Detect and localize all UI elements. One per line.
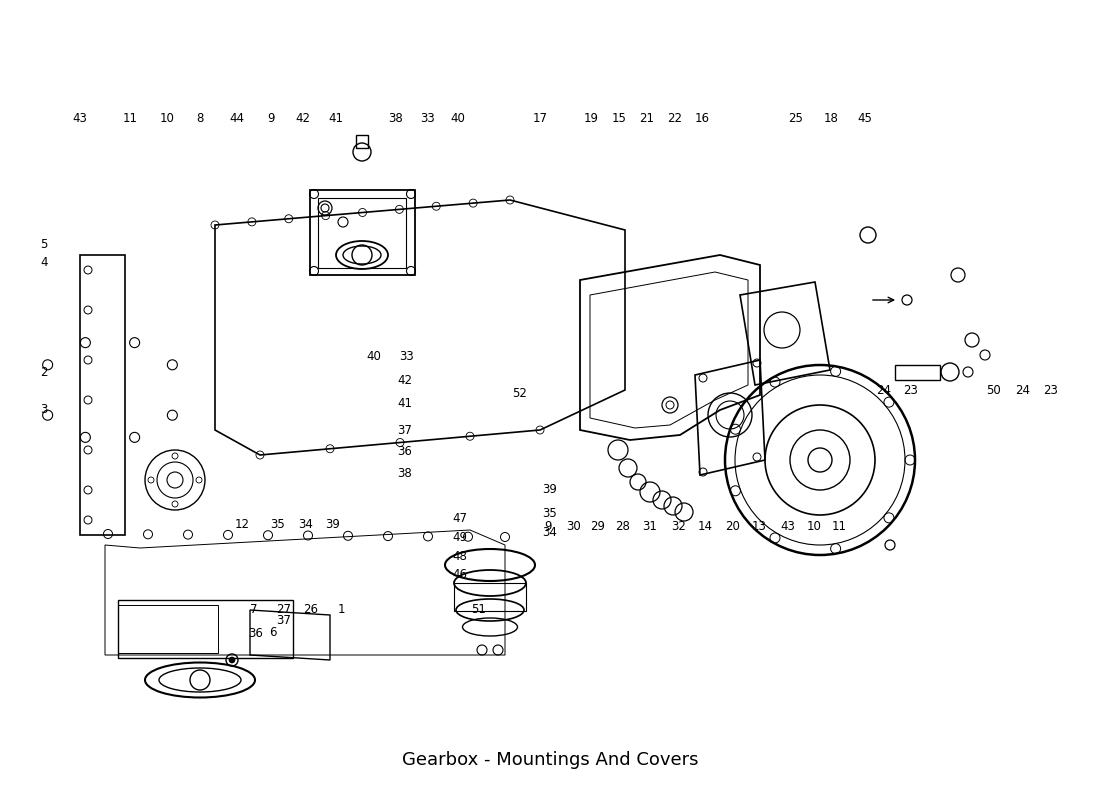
Text: 41: 41 xyxy=(328,112,343,125)
Text: 30: 30 xyxy=(565,520,581,533)
Text: 33: 33 xyxy=(399,350,415,362)
Bar xyxy=(118,600,293,658)
Text: 4: 4 xyxy=(41,256,47,269)
Bar xyxy=(895,365,940,380)
Text: 25: 25 xyxy=(788,112,803,125)
Bar xyxy=(356,135,369,148)
Text: 34: 34 xyxy=(542,526,558,538)
Text: 44: 44 xyxy=(229,112,244,125)
Text: 38: 38 xyxy=(397,467,412,480)
Text: 45: 45 xyxy=(857,112,872,125)
Text: 5: 5 xyxy=(41,238,47,250)
Text: 7: 7 xyxy=(251,603,257,616)
Text: 12: 12 xyxy=(234,518,250,530)
Circle shape xyxy=(229,657,235,663)
Text: 24: 24 xyxy=(1015,384,1031,397)
Text: 24: 24 xyxy=(876,384,891,397)
Text: 33: 33 xyxy=(420,112,436,125)
Text: 41: 41 xyxy=(397,397,412,410)
Text: 38: 38 xyxy=(388,112,404,125)
Text: 28: 28 xyxy=(615,520,630,533)
Text: 11: 11 xyxy=(122,112,138,125)
Text: 35: 35 xyxy=(270,518,285,530)
Text: 3: 3 xyxy=(41,403,47,416)
Text: 39: 39 xyxy=(542,483,558,496)
Text: 31: 31 xyxy=(642,520,658,533)
Text: 13: 13 xyxy=(751,520,767,533)
Text: 43: 43 xyxy=(73,112,88,125)
Bar xyxy=(318,198,406,268)
Text: 36: 36 xyxy=(397,446,412,458)
Polygon shape xyxy=(120,210,170,575)
Text: 47: 47 xyxy=(452,512,468,525)
Text: 36: 36 xyxy=(248,627,263,640)
Text: 42: 42 xyxy=(397,374,412,386)
Text: 23: 23 xyxy=(903,384,918,397)
Text: 27: 27 xyxy=(276,603,292,616)
Text: 15: 15 xyxy=(612,112,627,125)
Text: 29: 29 xyxy=(590,520,605,533)
Text: 40: 40 xyxy=(366,350,382,362)
Text: 21: 21 xyxy=(639,112,654,125)
Text: 22: 22 xyxy=(667,112,682,125)
Text: 51: 51 xyxy=(471,603,486,616)
Text: 37: 37 xyxy=(276,614,292,626)
Polygon shape xyxy=(170,185,520,540)
Bar xyxy=(118,605,218,653)
Text: 46: 46 xyxy=(452,568,468,581)
Text: 42: 42 xyxy=(295,112,310,125)
Text: 52: 52 xyxy=(512,387,527,400)
Text: 14: 14 xyxy=(697,520,713,533)
Text: 20: 20 xyxy=(725,520,740,533)
Text: 40: 40 xyxy=(450,112,465,125)
Text: 32: 32 xyxy=(671,520,686,533)
Text: 6: 6 xyxy=(270,626,276,638)
Text: 39: 39 xyxy=(324,518,340,530)
Text: 34: 34 xyxy=(298,518,314,530)
Text: 43: 43 xyxy=(780,520,795,533)
Text: 49: 49 xyxy=(452,531,468,544)
Text: 37: 37 xyxy=(397,424,412,437)
Text: 16: 16 xyxy=(694,112,710,125)
Text: 19: 19 xyxy=(583,112,598,125)
Bar xyxy=(80,255,125,535)
Bar xyxy=(310,190,415,275)
Text: 2: 2 xyxy=(41,366,47,378)
Text: 17: 17 xyxy=(532,112,548,125)
Text: 50: 50 xyxy=(986,384,1001,397)
Text: Gearbox - Mountings And Covers: Gearbox - Mountings And Covers xyxy=(402,751,698,769)
Text: 26: 26 xyxy=(302,603,318,616)
Text: 35: 35 xyxy=(542,507,558,520)
Text: 11: 11 xyxy=(832,520,847,533)
Text: 9: 9 xyxy=(267,112,274,125)
Text: 1: 1 xyxy=(338,603,344,616)
Text: 8: 8 xyxy=(197,112,204,125)
Text: 18: 18 xyxy=(824,112,839,125)
Text: 10: 10 xyxy=(160,112,175,125)
Text: 23: 23 xyxy=(1043,384,1058,397)
Text: 48: 48 xyxy=(452,550,468,562)
Bar xyxy=(454,583,526,611)
Polygon shape xyxy=(170,180,650,250)
Text: 10: 10 xyxy=(806,520,822,533)
Text: 9: 9 xyxy=(544,520,551,533)
